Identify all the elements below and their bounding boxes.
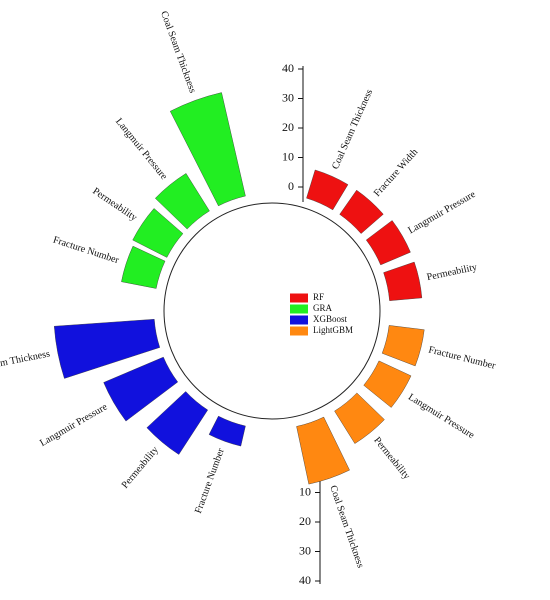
tick-label: 10 (282, 149, 294, 163)
legend-swatch (290, 326, 308, 336)
bar (155, 173, 210, 230)
category-label: Permeability (426, 262, 478, 283)
bar (54, 319, 161, 379)
category-label: Langmuir Pressure (406, 392, 477, 442)
bar (208, 415, 246, 447)
bar (363, 360, 412, 408)
category-label: Permeability (120, 445, 161, 491)
inner-circle (163, 202, 381, 420)
category-label: Coal Seam Thickness (330, 88, 375, 172)
category-label: Fracture Number (193, 446, 227, 515)
category-label: Fracture Width (372, 147, 420, 199)
bar (103, 356, 179, 422)
tick-label: 30 (299, 543, 311, 557)
bar (381, 325, 425, 367)
category-label: Fracture Number (427, 345, 497, 372)
legend-label: GRA (313, 303, 333, 313)
category-label: Fracture Number (52, 235, 121, 267)
bar (296, 416, 350, 485)
bar (169, 92, 246, 207)
tick-label: 40 (299, 573, 311, 587)
bar (132, 208, 184, 258)
tick-label: 20 (282, 120, 294, 134)
category-label: Coal Seam Thickness (0, 349, 51, 376)
bar (365, 220, 411, 266)
legend-label: RF (313, 292, 324, 302)
bar (334, 392, 385, 444)
bar (146, 391, 209, 455)
legend-swatch (290, 304, 308, 314)
category-label: Permeability (90, 186, 139, 224)
bar (121, 245, 166, 289)
legend-swatch (290, 293, 308, 303)
bar (339, 189, 384, 234)
category-label: Coal Seam Thickness (158, 10, 198, 95)
tick-label: 0 (288, 179, 294, 193)
category-label: Langmuir Pressure (113, 116, 170, 182)
bar (383, 261, 423, 301)
tick-label: 20 (299, 514, 311, 528)
legend-label: XGBoost (313, 314, 348, 324)
tick-label: 30 (282, 90, 294, 104)
category-label: Langmuir Pressure (406, 189, 478, 237)
category-label: Langmuir Pressure (38, 401, 110, 449)
legend-label: LightGBM (313, 325, 353, 335)
category-label: Permeability (371, 435, 412, 482)
tick-label: 10 (299, 484, 311, 498)
category-label: Coal Seam Thickness (327, 484, 366, 569)
tick-label: 40 (282, 61, 294, 75)
legend-swatch (290, 315, 308, 325)
bar (306, 169, 349, 211)
